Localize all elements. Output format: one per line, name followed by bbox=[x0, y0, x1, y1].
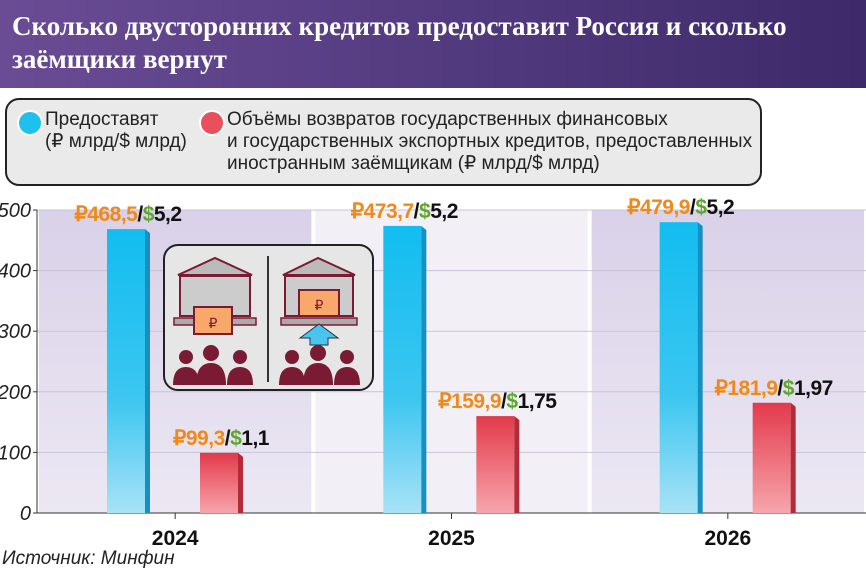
people-icon bbox=[173, 345, 360, 385]
bar bbox=[752, 402, 791, 513]
data-label: ₽468,5/$5,2 bbox=[74, 203, 181, 226]
y-tick-label: 0 bbox=[20, 503, 31, 525]
bar bbox=[476, 416, 515, 513]
legend-label-return: Объёмы возвратов государственных финансо… bbox=[227, 109, 753, 174]
bar bbox=[107, 229, 145, 514]
bar bbox=[383, 225, 422, 513]
svg-text:₽: ₽ bbox=[209, 315, 218, 331]
y-tick-label: 100 bbox=[0, 442, 31, 464]
bar-side bbox=[145, 229, 150, 514]
y-tick-label: 300 bbox=[0, 321, 31, 343]
data-label: ₽473,7/$5,2 bbox=[351, 200, 458, 223]
data-label: ₽181,9/$1,97 bbox=[715, 377, 833, 400]
bar-side bbox=[790, 402, 796, 513]
bar-side bbox=[697, 222, 703, 513]
data-label: ₽159,9/$1,75 bbox=[438, 390, 557, 413]
chart-title: Сколько двусторонних кредитов предостави… bbox=[0, 0, 866, 88]
x-tick-label: 2025 bbox=[428, 527, 475, 550]
bank-giving-icon: ₽ bbox=[173, 256, 257, 335]
y-tick-label: 200 bbox=[0, 382, 31, 404]
bar-side bbox=[421, 225, 427, 513]
x-tick-label: 2024 bbox=[152, 527, 199, 550]
data-label: ₽479,9/$5,2 bbox=[627, 196, 734, 219]
y-tick-label: 500 bbox=[0, 200, 31, 222]
bar bbox=[200, 452, 238, 513]
legend-marker-provide bbox=[17, 110, 43, 136]
bar-side bbox=[514, 416, 520, 513]
svg-text:₽: ₽ bbox=[315, 297, 324, 313]
source-note: Источник: Минфин bbox=[2, 548, 175, 569]
legend-marker-return bbox=[199, 110, 225, 136]
illustration: ₽ ₽ bbox=[163, 244, 374, 391]
column-background bbox=[591, 210, 864, 513]
bar-side bbox=[238, 452, 243, 513]
legend: Предоставят (₽ млрд/$ млрд) Объёмы возвр… bbox=[5, 98, 762, 186]
bank-return-icon: ₽ bbox=[280, 256, 358, 346]
y-tick-label: 400 bbox=[0, 261, 31, 283]
bar bbox=[659, 222, 698, 513]
legend-label-provide: Предоставят (₽ млрд/$ млрд) bbox=[45, 109, 187, 152]
data-label: ₽99,3/$1,1 bbox=[173, 427, 270, 450]
x-tick-label: 2026 bbox=[704, 527, 751, 550]
